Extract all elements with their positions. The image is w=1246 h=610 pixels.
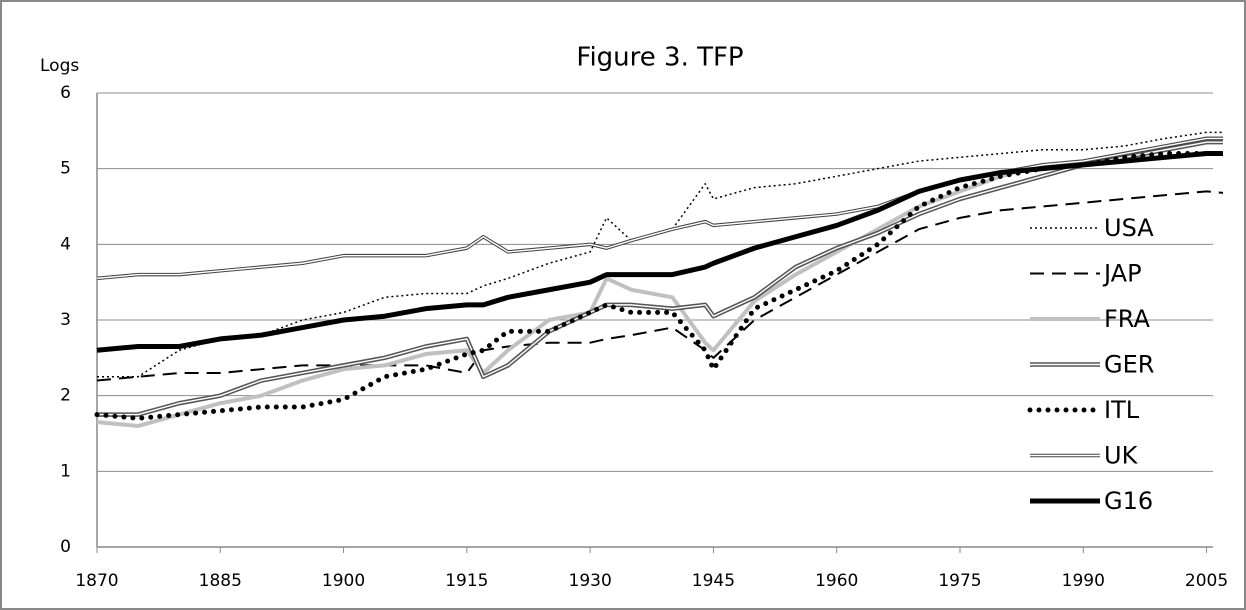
legend-label: GER xyxy=(1104,351,1154,379)
series-line xyxy=(96,190,1224,382)
y-tick-label: 5 xyxy=(60,159,71,179)
legend-label: UK xyxy=(1104,442,1139,470)
y-tick-label: 3 xyxy=(60,310,71,330)
x-tick-label: 1945 xyxy=(692,571,735,591)
y-tick-label: 4 xyxy=(60,234,71,254)
series-line-inner xyxy=(97,141,1223,416)
series-line xyxy=(96,151,1223,353)
x-tick-label: 1885 xyxy=(199,571,242,591)
chart-title: Figure 3. TFP xyxy=(576,43,743,73)
y-tick-label: 0 xyxy=(60,537,71,557)
x-tick-label: 1990 xyxy=(1062,571,1105,591)
y-axis-label: Logs xyxy=(40,56,79,76)
series-line-inner xyxy=(96,137,1223,280)
legend-label: G16 xyxy=(1104,487,1153,515)
x-tick-label: 1960 xyxy=(815,571,858,591)
legend-label: USA xyxy=(1104,214,1154,242)
legend-label: ITL xyxy=(1104,396,1140,424)
x-tick-label: 1930 xyxy=(569,571,612,591)
x-tick-label: 1915 xyxy=(445,571,488,591)
y-tick-label: 6 xyxy=(60,83,71,103)
legend-label: JAP xyxy=(1102,260,1142,288)
x-tick-label: 1975 xyxy=(938,571,981,591)
x-tick-label: 1900 xyxy=(322,571,365,591)
x-tick-label: 1870 xyxy=(75,571,118,591)
y-tick-label: 1 xyxy=(60,461,71,481)
y-tick-label: 2 xyxy=(60,386,71,406)
legend-label: FRA xyxy=(1104,305,1151,333)
x-tick-label: 2005 xyxy=(1185,571,1228,591)
